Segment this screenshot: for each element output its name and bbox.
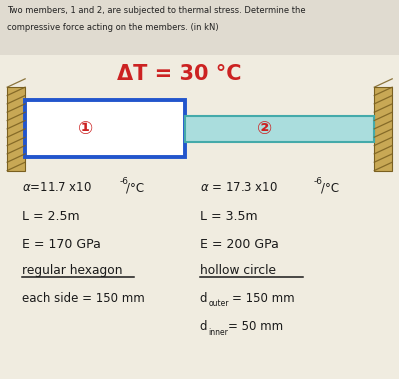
Text: d: d — [200, 292, 207, 305]
Text: -6: -6 — [314, 177, 323, 186]
Bar — [0, 0, 399, 55]
Text: each side = 150 mm: each side = 150 mm — [22, 292, 145, 305]
Text: ①: ① — [78, 120, 93, 138]
Text: hollow circle: hollow circle — [200, 265, 275, 277]
Text: regular hexagon: regular hexagon — [22, 265, 122, 277]
Text: ΔT = 30 °C: ΔT = 30 °C — [117, 64, 242, 84]
Bar — [185, 116, 374, 142]
Text: E = 170 GPa: E = 170 GPa — [22, 238, 101, 251]
Text: compressive force acting on the members. (in kN): compressive force acting on the members.… — [7, 23, 219, 32]
Text: L = 3.5m: L = 3.5m — [200, 210, 257, 222]
Text: ②: ② — [257, 120, 272, 138]
Bar — [0, 55, 399, 379]
Text: /°C: /°C — [321, 181, 339, 194]
Text: Two members, 1 and 2, are subjected to thermal stress. Determine the: Two members, 1 and 2, are subjected to t… — [7, 6, 306, 15]
Text: /°C: /°C — [126, 181, 144, 194]
Text: $\alpha$ = 17.3 x10: $\alpha$ = 17.3 x10 — [200, 181, 278, 194]
Text: = 150 mm: = 150 mm — [232, 292, 295, 305]
Text: = 50 mm: = 50 mm — [228, 320, 283, 333]
Text: E = 200 GPa: E = 200 GPa — [200, 238, 279, 251]
Text: -6: -6 — [120, 177, 129, 186]
Text: inner: inner — [208, 327, 228, 337]
Text: $\alpha$=11.7 x10: $\alpha$=11.7 x10 — [22, 181, 92, 194]
Bar — [7, 87, 25, 171]
Bar — [374, 87, 392, 171]
Bar — [25, 100, 185, 157]
Text: d: d — [200, 320, 207, 333]
Text: outer: outer — [208, 299, 229, 309]
Text: L = 2.5m: L = 2.5m — [22, 210, 79, 222]
